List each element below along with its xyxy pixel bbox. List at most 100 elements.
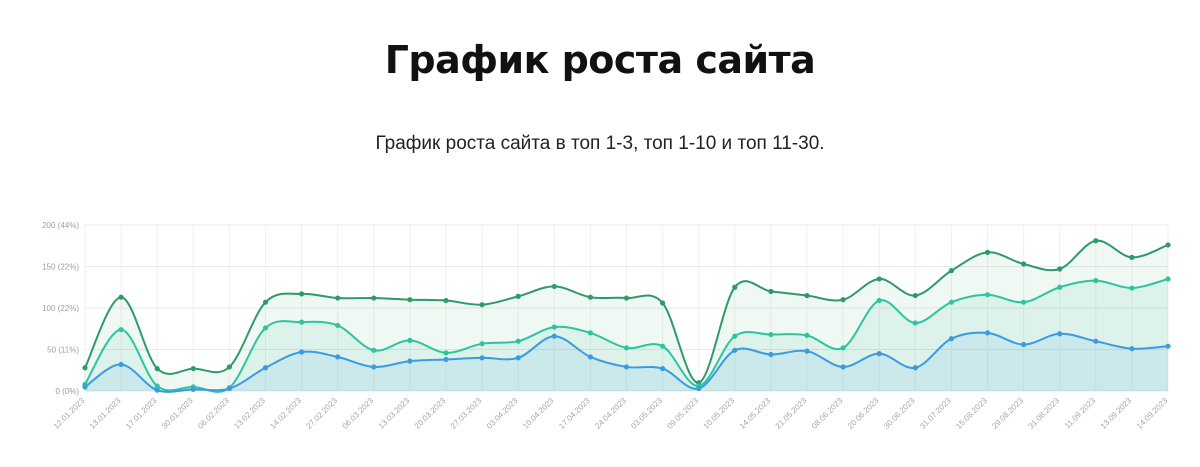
data-point[interactable] xyxy=(1165,343,1171,349)
x-tick-label: 30.06.2023 xyxy=(882,396,917,431)
data-point[interactable] xyxy=(154,387,160,393)
x-tick-label: 14.09.2023 xyxy=(1135,396,1170,431)
data-point[interactable] xyxy=(660,365,666,372)
data-point[interactable] xyxy=(299,349,305,355)
data-point[interactable] xyxy=(1093,238,1099,244)
data-point[interactable] xyxy=(190,365,196,372)
data-point[interactable] xyxy=(1021,341,1027,348)
data-point[interactable] xyxy=(407,358,413,364)
data-point[interactable] xyxy=(623,364,630,370)
data-point[interactable] xyxy=(118,294,124,300)
data-point[interactable] xyxy=(1057,266,1063,272)
data-point[interactable] xyxy=(515,338,521,344)
data-point[interactable] xyxy=(587,354,594,360)
y-tick-label: 50 (11%) xyxy=(47,346,79,355)
data-point[interactable] xyxy=(623,345,630,351)
data-point[interactable] xyxy=(443,297,449,304)
data-point[interactable] xyxy=(551,283,557,290)
x-tick-label: 20.03.2023 xyxy=(413,396,448,431)
data-point[interactable] xyxy=(660,343,666,349)
data-point[interactable] xyxy=(262,325,269,331)
data-point[interactable] xyxy=(840,345,846,351)
data-point[interactable] xyxy=(407,337,413,343)
data-point[interactable] xyxy=(371,295,377,301)
data-point[interactable] xyxy=(876,351,882,357)
data-point[interactable] xyxy=(118,326,124,333)
data-point[interactable] xyxy=(1129,285,1135,291)
data-point[interactable] xyxy=(443,350,449,356)
data-point[interactable] xyxy=(226,385,232,392)
data-point[interactable] xyxy=(984,330,991,336)
data-point[interactable] xyxy=(948,336,955,342)
data-point[interactable] xyxy=(551,333,557,339)
data-point[interactable] xyxy=(335,322,341,329)
series-area-0 xyxy=(85,240,1168,391)
x-tick-label: 30.01.2023 xyxy=(160,396,195,431)
data-point[interactable] xyxy=(335,354,341,360)
data-point[interactable] xyxy=(587,294,594,300)
data-point[interactable] xyxy=(299,291,305,297)
data-point[interactable] xyxy=(1093,338,1099,344)
data-point[interactable] xyxy=(479,341,485,347)
data-point[interactable] xyxy=(732,333,738,339)
data-point[interactable] xyxy=(912,365,918,371)
data-point[interactable] xyxy=(1057,284,1063,290)
data-point[interactable] xyxy=(768,331,774,338)
data-point[interactable] xyxy=(984,292,991,298)
x-tick-label: 06.02.2023 xyxy=(196,396,231,431)
y-tick-label: 150 (22%) xyxy=(42,263,79,272)
data-point[interactable] xyxy=(371,364,377,370)
data-point[interactable] xyxy=(768,351,774,358)
data-point[interactable] xyxy=(804,348,810,354)
data-point[interactable] xyxy=(623,295,630,301)
data-point[interactable] xyxy=(190,386,196,392)
data-point[interactable] xyxy=(82,365,88,371)
data-point[interactable] xyxy=(948,268,955,274)
data-point[interactable] xyxy=(1129,346,1135,352)
data-point[interactable] xyxy=(407,297,413,303)
data-point[interactable] xyxy=(551,324,557,330)
data-point[interactable] xyxy=(1129,254,1135,260)
data-point[interactable] xyxy=(768,288,774,294)
data-point[interactable] xyxy=(479,355,485,361)
data-point[interactable] xyxy=(660,300,666,306)
data-point[interactable] xyxy=(82,384,88,390)
data-point[interactable] xyxy=(1165,276,1171,282)
data-point[interactable] xyxy=(371,347,377,353)
data-point[interactable] xyxy=(732,347,738,353)
data-point[interactable] xyxy=(479,302,485,308)
data-point[interactable] xyxy=(587,330,594,336)
data-point[interactable] xyxy=(262,365,269,371)
data-point[interactable] xyxy=(154,365,160,372)
data-point[interactable] xyxy=(335,295,341,301)
data-point[interactable] xyxy=(515,355,521,361)
data-point[interactable] xyxy=(948,299,955,305)
data-point[interactable] xyxy=(696,385,702,392)
data-point[interactable] xyxy=(118,361,124,368)
data-point[interactable] xyxy=(876,276,882,282)
x-tick-label: 13.03.2023 xyxy=(377,396,412,431)
data-point[interactable] xyxy=(1093,278,1099,284)
x-tick-label: 10.04.2023 xyxy=(521,396,556,431)
data-point[interactable] xyxy=(984,249,991,255)
data-point[interactable] xyxy=(1165,242,1171,248)
data-point[interactable] xyxy=(226,364,232,370)
data-point[interactable] xyxy=(912,292,918,299)
chart-points xyxy=(82,238,1171,393)
data-point[interactable] xyxy=(515,293,521,299)
data-point[interactable] xyxy=(732,284,738,290)
data-point[interactable] xyxy=(154,383,160,389)
data-point[interactable] xyxy=(299,319,305,325)
data-point[interactable] xyxy=(840,364,846,370)
data-point[interactable] xyxy=(840,297,846,303)
data-point[interactable] xyxy=(1021,261,1027,267)
data-point[interactable] xyxy=(912,320,918,326)
data-point[interactable] xyxy=(1021,299,1027,305)
data-point[interactable] xyxy=(804,292,810,299)
x-tick-label: 27.02.2023 xyxy=(304,396,339,431)
data-point[interactable] xyxy=(876,297,882,304)
data-point[interactable] xyxy=(443,356,449,363)
data-point[interactable] xyxy=(1057,331,1063,337)
data-point[interactable] xyxy=(804,332,810,338)
data-point[interactable] xyxy=(262,299,269,305)
